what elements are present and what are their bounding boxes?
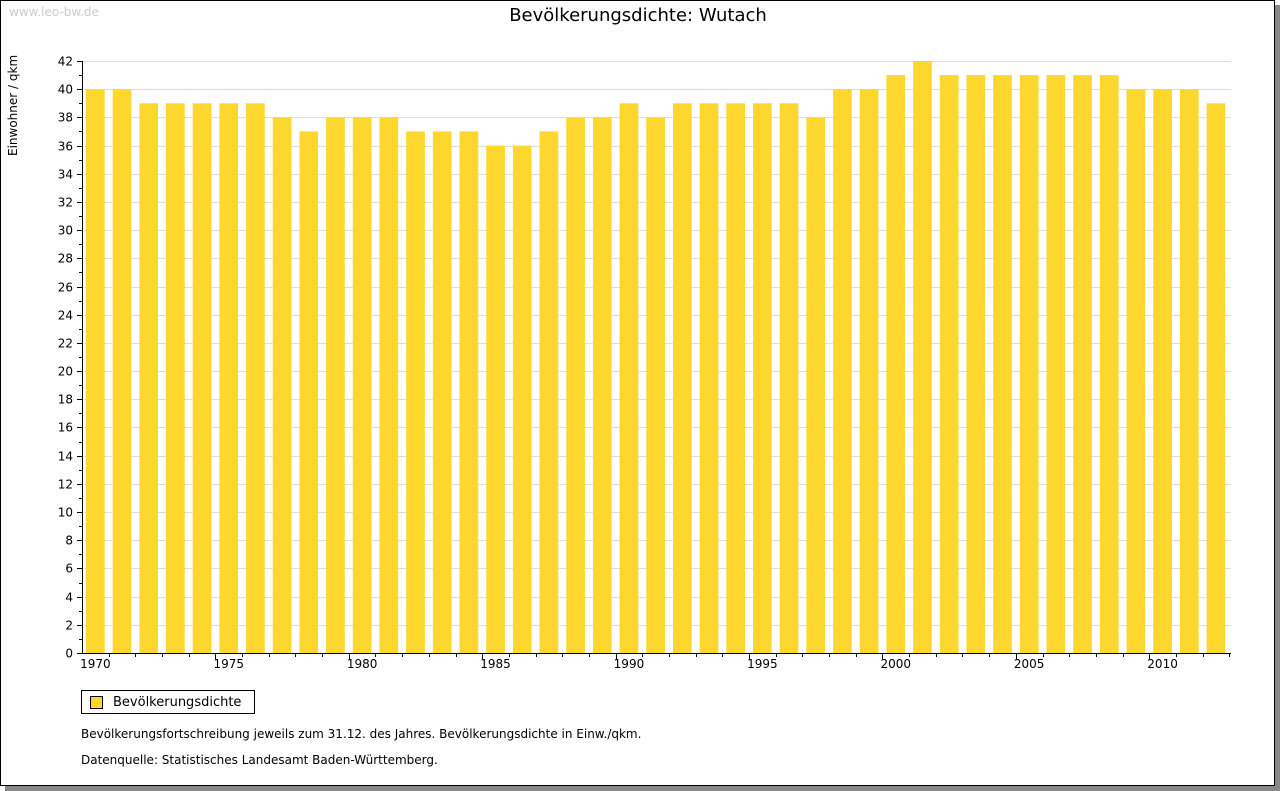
bar-1997 (806, 117, 826, 653)
bar-1971 (112, 89, 132, 653)
bar-1976 (246, 103, 265, 654)
y-tick-label: 18 (58, 393, 73, 407)
y-tick-label: 30 (58, 224, 73, 238)
bar-1973 (166, 103, 185, 654)
note-methodology: Bevölkerungsfortschreibung jeweils zum 3… (81, 727, 642, 741)
bar-1977 (272, 117, 292, 653)
bar-2006 (1046, 75, 1066, 654)
legend-swatch (90, 695, 103, 709)
y-tick-label: 32 (58, 196, 73, 210)
legend-label: Bevölkerungsdichte (113, 694, 242, 710)
bar-1990 (619, 103, 639, 654)
bar-2009 (1126, 89, 1146, 653)
bar-1992 (672, 103, 692, 654)
bar-1970 (86, 89, 105, 653)
y-tick-label: 16 (58, 421, 73, 435)
bar-2008 (1099, 75, 1119, 654)
x-tick-label: 1970 (80, 657, 111, 671)
bar-1999 (859, 89, 879, 653)
x-tick-label: 2010 (1147, 657, 1178, 671)
y-tick-label: 26 (58, 281, 73, 295)
bar-1988 (566, 117, 585, 653)
bar-1975 (219, 103, 239, 654)
bar-1985 (486, 145, 505, 654)
bar-1980 (352, 117, 372, 653)
bar-1986 (512, 145, 532, 654)
bar-1974 (192, 103, 212, 654)
legend: Bevölkerungsdichte (81, 690, 255, 714)
x-tick-label: 2000 (880, 657, 911, 671)
bar-1994 (726, 103, 746, 654)
bar-1979 (326, 117, 345, 653)
y-tick-label: 36 (58, 140, 73, 154)
bar-2002 (939, 75, 959, 654)
y-tick-label: 40 (58, 83, 73, 97)
x-tick-label: 1985 (480, 657, 511, 671)
bar-2004 (993, 75, 1012, 654)
bar-1987 (539, 131, 559, 653)
bar-2012 (1206, 103, 1226, 654)
x-tick-label: 1990 (614, 657, 645, 671)
y-tick-label: 8 (65, 534, 73, 548)
bar-2000 (886, 75, 906, 654)
bar-2003 (966, 75, 986, 654)
y-tick-label: 6 (65, 562, 73, 576)
y-tick-label: 0 (65, 647, 73, 661)
bar-2001 (913, 61, 932, 653)
bar-2005 (1019, 75, 1039, 654)
chart-title: Bevölkerungsdichte: Wutach (509, 5, 767, 26)
bar-2011 (1179, 89, 1199, 653)
bar-1991 (646, 117, 665, 653)
watermark: www.leo-bw.de (9, 5, 99, 19)
bar-1978 (299, 131, 319, 653)
y-tick-label: 24 (58, 309, 73, 323)
bar-1996 (779, 103, 799, 654)
y-tick-label: 28 (58, 252, 73, 266)
x-tick-label: 2005 (1014, 657, 1045, 671)
bar-1983 (432, 131, 452, 653)
bar-1981 (379, 117, 399, 653)
y-tick-label: 4 (65, 591, 73, 605)
bar-1998 (833, 89, 852, 653)
y-tick-label: 38 (58, 111, 73, 125)
y-tick-label: 12 (58, 478, 73, 492)
y-tick-label: 10 (58, 506, 73, 520)
y-tick-label: 20 (58, 365, 73, 379)
bar-2010 (1153, 89, 1172, 653)
y-tick-label: 34 (58, 168, 73, 182)
bar-1972 (139, 103, 159, 654)
x-tick-label: 1975 (213, 657, 244, 671)
bar-1982 (406, 131, 425, 653)
bar-2007 (1073, 75, 1092, 654)
x-tick-label: 1980 (347, 657, 378, 671)
y-tick-label: 22 (58, 337, 73, 351)
note-source: Datenquelle: Statistisches Landesamt Bad… (81, 753, 438, 767)
y-tick-label: 14 (58, 450, 73, 464)
bar-1984 (459, 131, 479, 653)
bar-1989 (592, 117, 612, 653)
bar-1993 (699, 103, 719, 654)
y-tick-label: 42 (58, 55, 73, 69)
plot-area: 0246810121416182022242628303234363840421… (58, 55, 1231, 671)
y-tick-label: 2 (65, 619, 73, 633)
x-tick-label: 1995 (747, 657, 778, 671)
bar-1995 (753, 103, 772, 654)
